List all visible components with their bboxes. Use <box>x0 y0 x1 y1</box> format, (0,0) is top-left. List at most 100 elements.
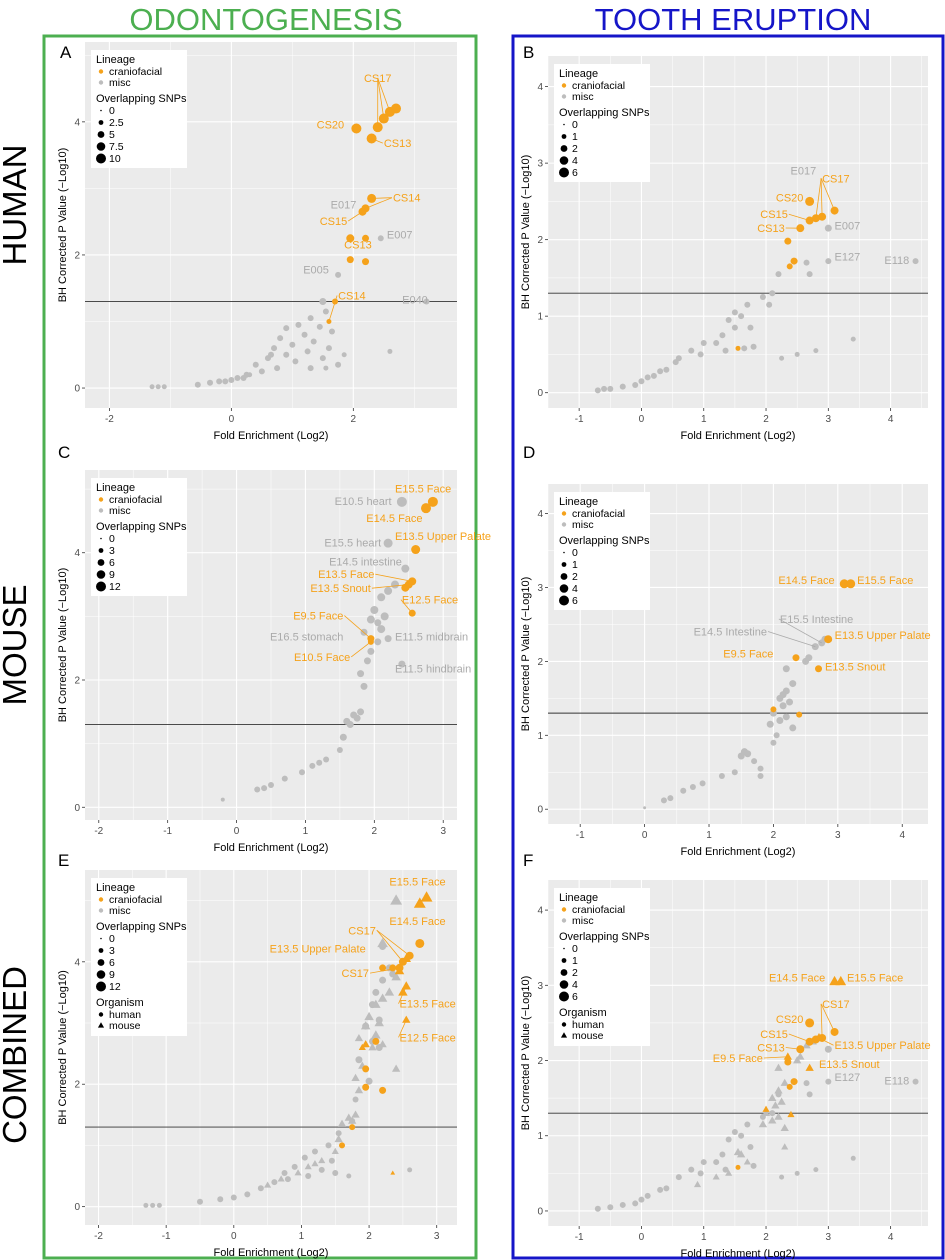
annotation-label: E13.5 Upper Palate <box>835 630 931 642</box>
y-tick-label: 3 <box>537 583 543 594</box>
misc-point <box>779 1174 785 1180</box>
x-tick-label: 3 <box>826 1232 832 1243</box>
legend-snps-key <box>561 134 567 139</box>
misc-point <box>601 385 608 392</box>
y-axis-label: BH Corrected P Value (−Log10) <box>57 568 69 723</box>
craniofacial-point <box>415 938 425 948</box>
legend-snps-label: 6 <box>572 991 578 1003</box>
misc-point <box>289 341 296 348</box>
legend-snps-title: Overlapping SNPs <box>96 93 187 105</box>
x-tick-label: 2 <box>366 1231 372 1242</box>
craniofacial-point <box>735 1164 741 1170</box>
craniofacial-point <box>379 964 387 972</box>
legend-snps-key <box>98 120 104 125</box>
misc-triangle <box>337 1119 347 1127</box>
misc-point <box>220 797 225 802</box>
misc-point <box>396 496 407 507</box>
misc-point <box>401 564 410 573</box>
misc-point <box>328 328 335 335</box>
misc-point <box>332 1169 339 1176</box>
legend-snps-key <box>96 153 106 164</box>
legend-snps-title: Overlapping SNPs <box>96 521 187 533</box>
annotation-label: CS15 <box>760 1029 788 1041</box>
legend-snps-label: 12 <box>109 981 121 993</box>
craniofacial-triangle <box>783 1052 792 1060</box>
x-tick-label: -2 <box>94 826 103 837</box>
legend-snps-key <box>97 131 105 138</box>
misc-point <box>744 750 752 758</box>
odontogenesis-frame <box>42 34 478 1260</box>
misc-point <box>824 224 832 232</box>
annotation-leader-line <box>763 1056 788 1059</box>
annotation-leader-line <box>348 211 363 222</box>
misc-point <box>366 615 375 624</box>
misc-point <box>667 795 674 802</box>
misc-point <box>779 355 785 361</box>
annotation-label: E15.5 Intestine <box>780 614 853 626</box>
misc-point <box>619 1201 626 1208</box>
legend-snps-key <box>98 548 104 553</box>
misc-point <box>644 374 651 381</box>
misc-triangle <box>390 894 403 905</box>
y-tick-label: 4 <box>537 82 543 93</box>
misc-point <box>307 315 314 322</box>
misc-point <box>346 1173 352 1179</box>
y-tick-label: 4 <box>74 957 80 968</box>
misc-point <box>750 1162 757 1169</box>
misc-point <box>766 301 773 308</box>
misc-point <box>341 352 347 358</box>
misc-point <box>813 1167 819 1173</box>
misc-point <box>353 714 361 722</box>
misc-point <box>750 343 757 350</box>
craniofacial-point <box>351 123 362 134</box>
craniofacial-triangle <box>358 1043 366 1050</box>
misc-triangle <box>371 1030 381 1039</box>
y-tick-label: 0 <box>74 803 80 814</box>
annotation-leader-line <box>370 967 400 974</box>
misc-point <box>370 606 379 614</box>
annotation-label: CS13 <box>757 223 785 235</box>
misc-point <box>782 713 790 721</box>
misc-point <box>757 765 764 772</box>
misc-point <box>638 378 645 385</box>
craniofacial-triangle <box>401 981 412 990</box>
legend-snps-label: 0 <box>572 943 578 955</box>
legend-lineage-key <box>98 508 104 513</box>
misc-point <box>773 732 780 739</box>
y-tick-label: 0 <box>537 388 543 399</box>
misc-point <box>319 298 327 306</box>
annotation-label: E14.5 Face <box>769 973 825 985</box>
misc-point <box>377 625 386 634</box>
y-tick-label: 4 <box>74 117 80 128</box>
misc-point <box>722 347 729 354</box>
legend-lineage-key <box>561 511 567 516</box>
craniofacial-point <box>824 635 833 644</box>
misc-point <box>776 717 784 725</box>
x-tick-label: 1 <box>706 830 712 841</box>
misc-point <box>217 1196 224 1203</box>
misc-point <box>283 351 290 358</box>
misc-point <box>355 1056 363 1064</box>
misc-point <box>299 769 305 776</box>
misc-point <box>301 331 308 338</box>
legend-lineage-key <box>561 522 567 527</box>
annotation-label: E007 <box>835 221 861 233</box>
annotation-label: E13.5 Snout <box>825 661 886 673</box>
misc-point <box>268 351 274 358</box>
x-tick-label: 0 <box>229 414 235 425</box>
misc-point <box>310 338 317 345</box>
misc-point <box>689 784 696 791</box>
annotation-label: E14.5 Face <box>389 916 445 928</box>
misc-point <box>222 378 229 385</box>
craniofacial-point <box>362 1083 370 1091</box>
legend-snps-label: 2 <box>572 143 578 155</box>
misc-point <box>155 384 161 390</box>
legend-snps-label: 6 <box>109 957 115 969</box>
legend-lineage-key <box>561 907 567 912</box>
annotation-label: E017 <box>331 199 357 211</box>
misc-point <box>384 586 393 595</box>
x-tick-label: 1 <box>303 826 309 837</box>
